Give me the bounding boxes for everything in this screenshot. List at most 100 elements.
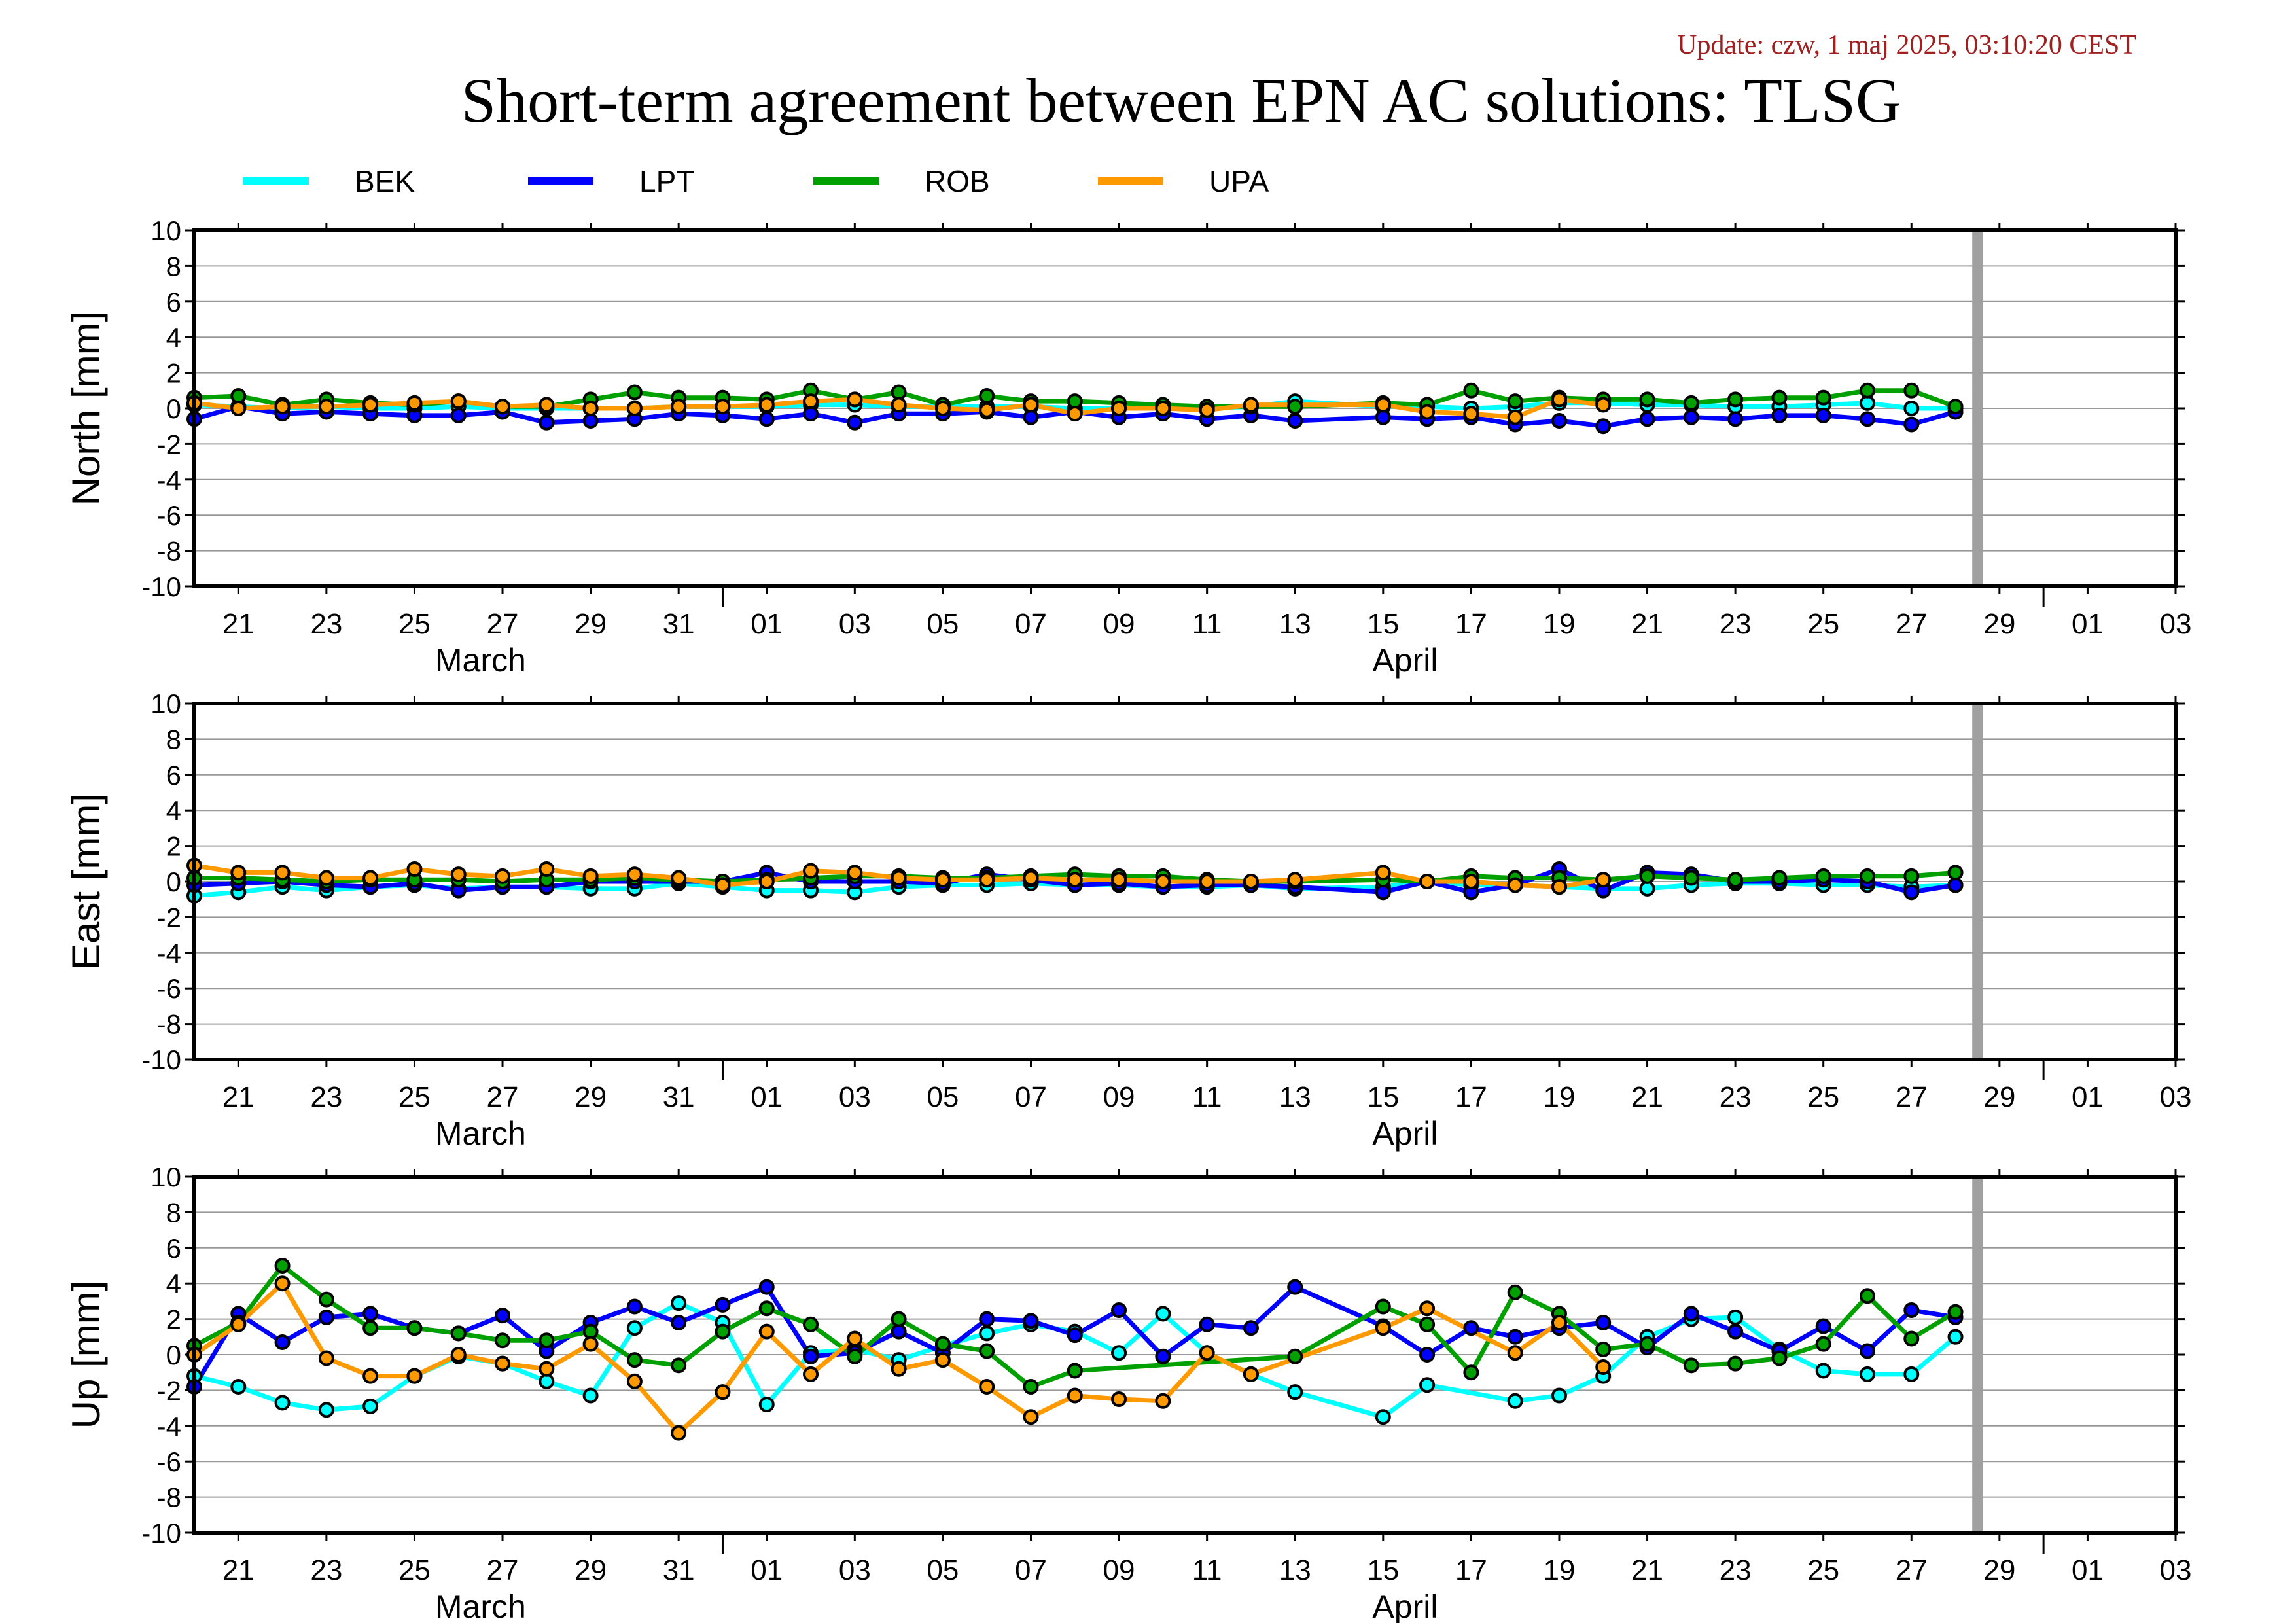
data-point (1551, 879, 1567, 895)
data-point (758, 397, 775, 413)
data-point (626, 401, 643, 416)
data-point (626, 1298, 643, 1315)
data-point (1551, 1387, 1567, 1404)
data-point (1815, 1336, 1831, 1352)
x-tick-label: 05 (927, 608, 959, 640)
data-point (1111, 401, 1127, 416)
data-point (1683, 395, 1699, 411)
data-point (1639, 411, 1655, 427)
data-point (362, 1398, 379, 1414)
data-point (847, 1348, 863, 1364)
y-tick-label: 2 (166, 831, 181, 862)
data-point (758, 1397, 775, 1413)
data-point (1947, 877, 1964, 893)
month-label: March (435, 642, 526, 679)
x-tick-label: 03 (839, 1554, 871, 1586)
data-point (539, 397, 555, 413)
data-point (230, 401, 247, 416)
series-line-lpt (194, 866, 1956, 895)
data-point (1375, 1409, 1391, 1425)
data-point (934, 1352, 951, 1368)
data-point (1419, 404, 1436, 420)
data-point (1199, 402, 1215, 418)
data-point (406, 861, 423, 877)
data-point (1639, 391, 1655, 408)
x-tick-label: 11 (1192, 1554, 1222, 1586)
data-point (671, 870, 687, 886)
y-tick-label: -8 (157, 1482, 181, 1513)
x-tick-label: 11 (1192, 608, 1222, 640)
data-point (979, 1325, 995, 1342)
y-tick-label: -2 (157, 902, 181, 933)
x-tick-label: 05 (927, 1554, 959, 1586)
data-point (1727, 1309, 1744, 1325)
data-point (1595, 1359, 1612, 1376)
x-tick-label: 29 (1983, 1081, 2015, 1113)
data-point (274, 1334, 291, 1350)
data-point (1771, 870, 1788, 886)
data-point (1419, 1377, 1436, 1393)
x-tick-label: 01 (2072, 1081, 2104, 1113)
data-point (1903, 382, 1920, 399)
data-point (1859, 1288, 1875, 1304)
data-point (1287, 872, 1303, 888)
x-tick-label: 21 (222, 1554, 255, 1586)
data-point (758, 874, 775, 889)
data-point (1551, 391, 1567, 408)
data-point (1595, 1341, 1612, 1357)
data-point (1375, 865, 1391, 881)
data-point (1023, 1409, 1039, 1425)
data-point (1507, 877, 1523, 893)
legend-item-lpt: LPT (528, 164, 694, 198)
data-point (1243, 874, 1259, 889)
data-point (758, 1279, 775, 1295)
data-point (979, 402, 995, 418)
y-tick-label: 4 (166, 322, 181, 353)
y-tick-label: -4 (157, 465, 181, 495)
plot-frame (192, 1175, 2178, 1535)
data-point (1947, 1329, 1964, 1345)
data-point (406, 395, 423, 411)
series-points-upa (186, 857, 1612, 895)
data-point (1375, 397, 1391, 413)
y-axis-label: Up [mm] (64, 1281, 108, 1429)
y-tick-label: -6 (157, 500, 181, 531)
x-tick-label: 03 (2160, 1081, 2192, 1113)
plot-frame (192, 228, 2178, 588)
data-point (318, 1350, 334, 1366)
data-point (230, 865, 247, 881)
series-line-lpt (194, 404, 1956, 429)
data-point (318, 1402, 334, 1418)
data-point (1595, 397, 1612, 413)
legend: BEK LPT ROB UPA (243, 164, 1269, 198)
y-tick-label: 8 (166, 251, 181, 281)
x-tick-label: 21 (1631, 1081, 1663, 1113)
data-point (495, 1332, 511, 1349)
x-tick-label: 27 (487, 1554, 519, 1586)
data-point (1287, 1348, 1303, 1364)
x-tick-label: 13 (1279, 608, 1311, 640)
data-point (1243, 1366, 1259, 1382)
data-point (1551, 413, 1567, 429)
data-point (891, 1361, 907, 1377)
y-axis-label: East [mm] (64, 793, 108, 970)
data-point (1683, 409, 1699, 425)
data-point (1727, 1323, 1744, 1340)
x-tick-label: 05 (927, 1081, 959, 1113)
x-tick-label: 11 (1192, 1081, 1222, 1113)
data-point (362, 397, 379, 413)
x-tick-label: 25 (1807, 1554, 1839, 1586)
y-tick-label: -8 (157, 536, 181, 567)
data-point (1375, 1298, 1391, 1315)
data-point (671, 1357, 687, 1374)
data-point (1815, 868, 1831, 884)
data-point (1639, 1336, 1655, 1352)
data-point (230, 1378, 247, 1395)
x-tick-label: 23 (1720, 1081, 1752, 1113)
data-point (230, 1316, 247, 1332)
data-point (539, 1361, 555, 1377)
x-tick-label: 25 (398, 608, 431, 640)
y-tick-label: 0 (166, 866, 181, 897)
x-tick-label: 29 (574, 1554, 607, 1586)
data-point (1067, 1327, 1083, 1344)
